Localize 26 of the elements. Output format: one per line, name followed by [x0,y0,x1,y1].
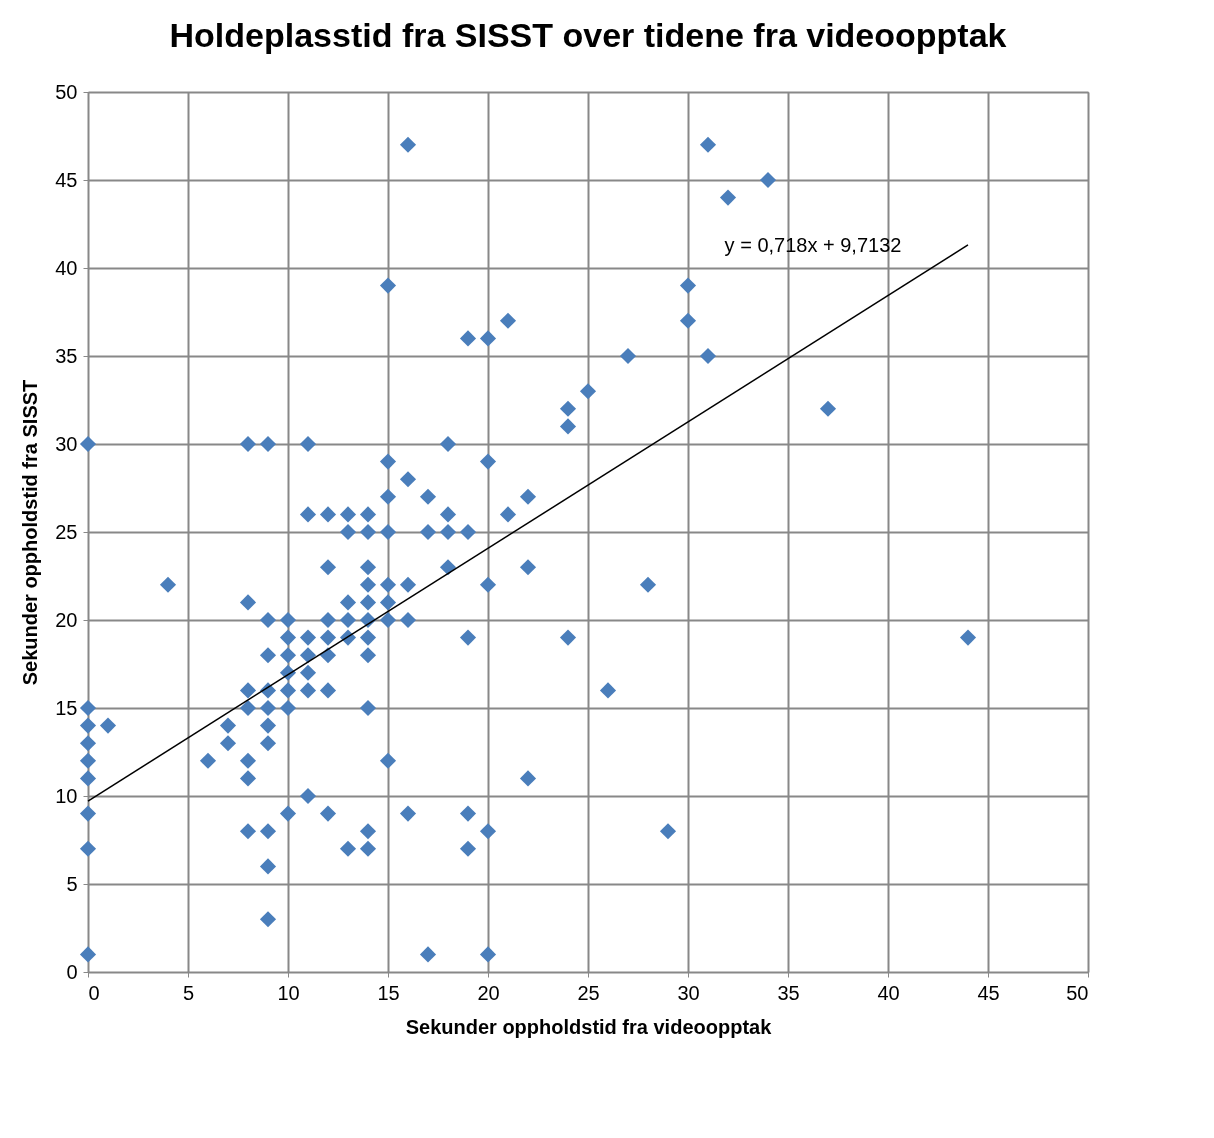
y-tick-label: 10 [55,784,78,807]
annotation: y = 0,718x + 9,7132 [724,234,902,256]
y-tick-label: 50 [55,80,78,103]
x-tick-label: 50 [1066,981,1089,1004]
x-tick-label: 5 [182,981,195,1004]
y-tick-label: 35 [55,344,78,367]
x-tick-label: 25 [577,981,600,1004]
x-tick-label: 10 [277,981,300,1004]
y-tick-label: 40 [55,256,78,279]
x-tick-label: 40 [877,981,900,1004]
y-tick-label: 15 [55,696,78,719]
y-tick-label: 0 [66,960,78,983]
x-tick-label: 20 [477,981,500,1004]
x-tick-label: 45 [977,981,1000,1004]
chart-title: Holdeplasstid fra SISST over tidene fra videoopptak [169,16,1007,54]
x-tick-label: 30 [677,981,700,1004]
x-axis-title: Sekunder oppholdstid fra videoopptak [405,1015,773,1038]
y-tick-label: 20 [55,608,78,631]
y-tick-label: 45 [55,168,78,191]
x-tick-label: 15 [377,981,400,1004]
x-tick-label: 0 [88,981,100,1004]
y-tick-label: 5 [66,872,78,895]
y-axis-title: Sekunder oppholdstid fra SISST [19,379,42,686]
x-tick-label: 35 [777,981,800,1004]
y-tick-label: 25 [55,520,78,543]
y-tick-label: 30 [55,432,78,455]
